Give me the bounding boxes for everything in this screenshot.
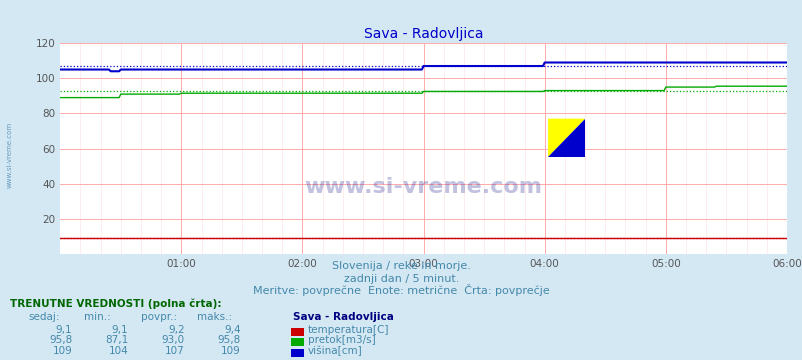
Polygon shape: [548, 138, 585, 157]
Text: višina[cm]: višina[cm]: [307, 346, 362, 356]
Text: Sava - Radovljica: Sava - Radovljica: [293, 312, 394, 322]
Text: min.:: min.:: [84, 312, 111, 322]
Text: www.si-vreme.com: www.si-vreme.com: [304, 177, 542, 197]
Polygon shape: [548, 119, 585, 157]
Text: 95,8: 95,8: [217, 336, 241, 346]
Text: 107: 107: [164, 346, 184, 356]
Text: 104: 104: [108, 346, 128, 356]
Text: zadnji dan / 5 minut.: zadnji dan / 5 minut.: [343, 274, 459, 284]
Text: 109: 109: [221, 346, 241, 356]
Text: TRENUTNE VREDNOSTI (polna črta):: TRENUTNE VREDNOSTI (polna črta):: [10, 298, 221, 309]
Text: temperatura[C]: temperatura[C]: [307, 325, 388, 335]
Text: 9,2: 9,2: [168, 325, 184, 335]
Text: Meritve: povprečne  Enote: metrične  Črta: povprečje: Meritve: povprečne Enote: metrične Črta:…: [253, 284, 549, 296]
Text: povpr.:: povpr.:: [140, 312, 176, 322]
Text: 93,0: 93,0: [161, 336, 184, 346]
Text: 9,4: 9,4: [224, 325, 241, 335]
Text: 87,1: 87,1: [105, 336, 128, 346]
Polygon shape: [548, 119, 585, 157]
Text: 9,1: 9,1: [111, 325, 128, 335]
Title: Sava - Radovljica: Sava - Radovljica: [363, 27, 483, 41]
Text: sedaj:: sedaj:: [28, 312, 59, 322]
Text: maks.:: maks.:: [196, 312, 232, 322]
Text: 95,8: 95,8: [49, 336, 72, 346]
Text: www.si-vreme.com: www.si-vreme.com: [6, 122, 13, 188]
Text: pretok[m3/s]: pretok[m3/s]: [307, 336, 375, 346]
Text: 109: 109: [52, 346, 72, 356]
Text: 9,1: 9,1: [55, 325, 72, 335]
Text: Slovenija / reke in morje.: Slovenija / reke in morje.: [332, 261, 470, 271]
